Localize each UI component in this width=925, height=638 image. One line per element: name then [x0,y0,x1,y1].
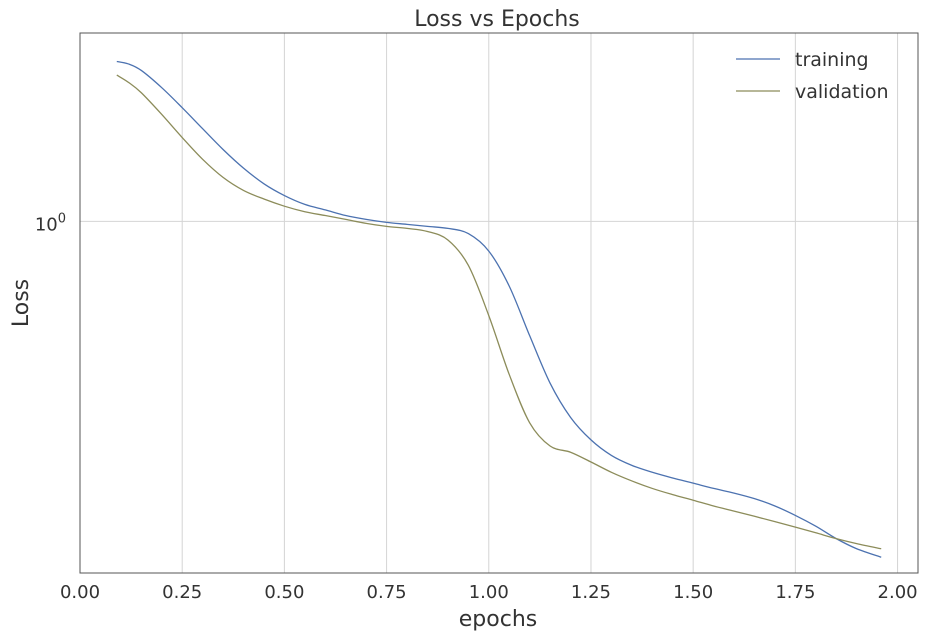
y-axis-label: Loss [9,279,34,327]
x-tick-label: 2.00 [878,582,918,603]
x-tick-label: 1.25 [571,582,611,603]
grid-layer [79,33,918,573]
x-axis-label: epochs [459,607,537,632]
x-tick-label: 0.75 [367,582,407,603]
legend-label-training: training [795,49,869,71]
tick-layer: 0.00 0.25 0.50 0.75 1.00 1.25 1.50 1.75 2.00 100 [35,211,918,603]
series-line-validation [116,74,882,550]
x-tick-label: 0.25 [162,582,202,603]
legend-label-validation: validation [795,81,889,103]
x-tick-label: 0.00 [60,582,100,603]
x-tick-label: 1.75 [775,582,815,603]
series-layer [116,60,882,558]
legend: training validation [736,49,889,103]
series-line-training [116,60,882,558]
x-tick-label: 0.50 [264,582,304,603]
chart-title: Loss vs Epochs [414,7,580,32]
plot-frame [79,32,919,574]
x-tick-label: 1.50 [673,582,713,603]
y-tick-label: 100 [35,211,66,235]
x-tick-label: 1.00 [469,582,509,603]
